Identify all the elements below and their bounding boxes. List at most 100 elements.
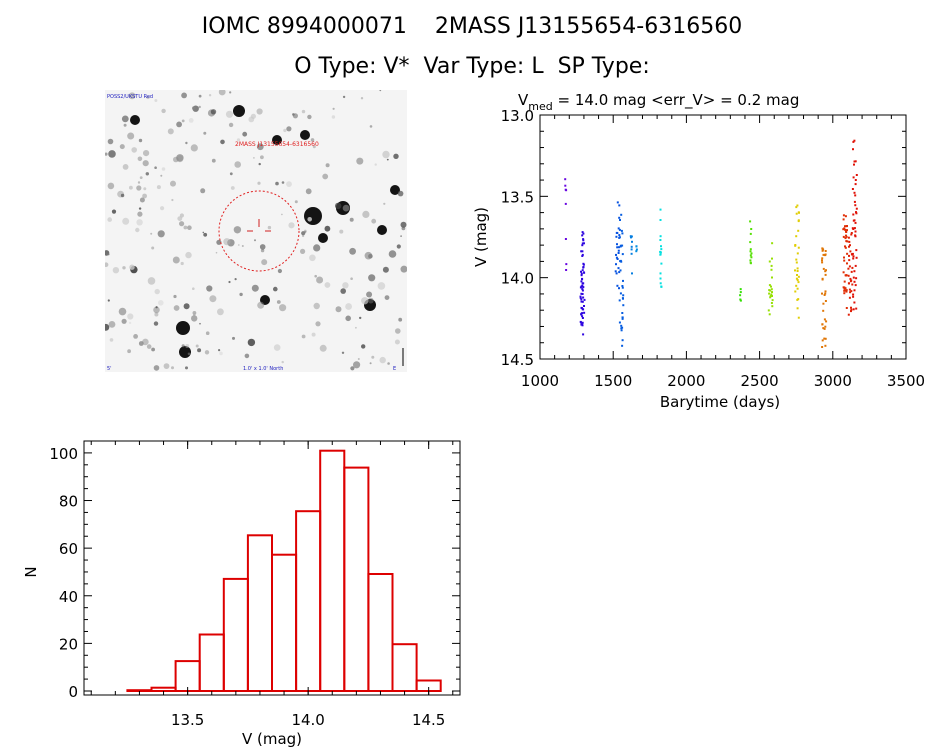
lc-point	[580, 292, 583, 295]
lc-point	[796, 298, 799, 301]
lightcurve-ticks: 1000 1500 2000 2500 3000 3500 13.0 13.5 14.0 14.5	[501, 107, 926, 390]
lc-point	[853, 160, 856, 163]
lc-point	[850, 306, 852, 309]
lc-point	[739, 288, 742, 291]
lc-point	[795, 206, 798, 209]
faint-star	[197, 348, 202, 353]
lc-point	[660, 245, 662, 248]
faint-star	[127, 349, 131, 354]
lc-point	[631, 240, 633, 243]
faint-star	[137, 181, 141, 184]
lc-point	[565, 263, 568, 266]
lc-point	[581, 255, 584, 257]
lc-point	[852, 140, 855, 143]
lc-point	[614, 270, 617, 273]
faint-star	[171, 366, 174, 370]
lc-point	[848, 254, 850, 257]
lc-point	[796, 274, 798, 276]
lc-point	[618, 216, 621, 219]
lc-point	[797, 246, 800, 249]
faint-star	[215, 251, 218, 254]
faint-star	[181, 344, 185, 348]
faint-star	[261, 259, 268, 266]
lc-point	[580, 270, 582, 273]
faint-star	[151, 347, 155, 352]
lc-ytick-label: 13.5	[501, 188, 534, 206]
lc-point	[855, 249, 858, 252]
lc-point	[580, 274, 583, 277]
faint-star	[335, 202, 342, 210]
faint-star	[331, 115, 336, 119]
lc-point	[824, 325, 827, 328]
title-med: med	[528, 100, 552, 113]
lc-point	[845, 274, 847, 277]
finder-chart-svg: POSS2/UKSTU Red 2MASS J13155654-6316560 …	[105, 90, 407, 372]
histogram-ylabel: N	[22, 566, 40, 577]
faint-star	[275, 181, 279, 186]
faint-star	[364, 251, 373, 260]
faint-star	[342, 204, 350, 212]
faint-star	[349, 217, 354, 222]
lc-point	[579, 286, 582, 289]
lc-point	[797, 211, 800, 214]
faint-star	[128, 321, 132, 325]
lc-point	[846, 252, 849, 255]
faint-star	[172, 256, 180, 264]
lc-xtick-label: 3500	[887, 372, 925, 390]
faint-star	[237, 244, 240, 246]
faint-star	[345, 303, 352, 310]
faint-star	[173, 294, 177, 299]
faint-star	[315, 321, 321, 327]
faint-star	[154, 99, 158, 102]
lc-point	[580, 312, 583, 315]
lc-point	[848, 259, 851, 262]
lc-point	[770, 264, 773, 267]
lc-point	[823, 337, 826, 340]
lc-point	[582, 282, 585, 285]
faint-star	[202, 231, 205, 234]
lc-point	[581, 269, 584, 272]
lc-point	[767, 309, 770, 312]
lc-xtick-label: 1000	[521, 372, 559, 390]
lc-point	[660, 285, 663, 288]
lc-point	[630, 248, 633, 251]
lc-point	[616, 284, 619, 287]
lc-point	[852, 295, 855, 298]
faint-star	[307, 217, 312, 222]
lc-point	[849, 277, 852, 280]
faint-star	[401, 226, 406, 231]
faint-star	[185, 251, 192, 259]
faint-star	[107, 217, 112, 222]
faint-star	[241, 245, 244, 247]
faint-star	[316, 276, 324, 284]
lc-point	[659, 251, 662, 254]
lc-point	[564, 184, 567, 187]
lc-point	[580, 300, 583, 303]
star-5	[318, 233, 328, 243]
lc-point	[564, 238, 567, 240]
lc-point	[794, 244, 797, 247]
lc-point	[580, 321, 583, 324]
hist-ytick-label: 0	[68, 683, 78, 701]
lightcurve-ylabel: V (mag)	[472, 207, 490, 267]
faint-star	[324, 282, 331, 288]
faint-star	[217, 308, 224, 316]
lc-point	[849, 291, 852, 294]
lc-point	[581, 300, 584, 303]
lc-point	[770, 288, 773, 291]
lc-point	[617, 267, 620, 270]
star-11	[300, 130, 310, 140]
faint-star	[350, 366, 355, 371]
faint-star	[369, 125, 373, 128]
faint-star	[158, 300, 164, 306]
faint-star	[143, 187, 147, 191]
lc-ytick-label: 13.0	[501, 107, 534, 125]
lc-point	[580, 280, 583, 283]
lc-point	[583, 298, 586, 301]
lc-point	[796, 270, 799, 272]
faint-star	[383, 202, 386, 205]
faint-star	[108, 150, 116, 158]
lc-point	[852, 276, 855, 279]
lc-point	[851, 283, 854, 286]
